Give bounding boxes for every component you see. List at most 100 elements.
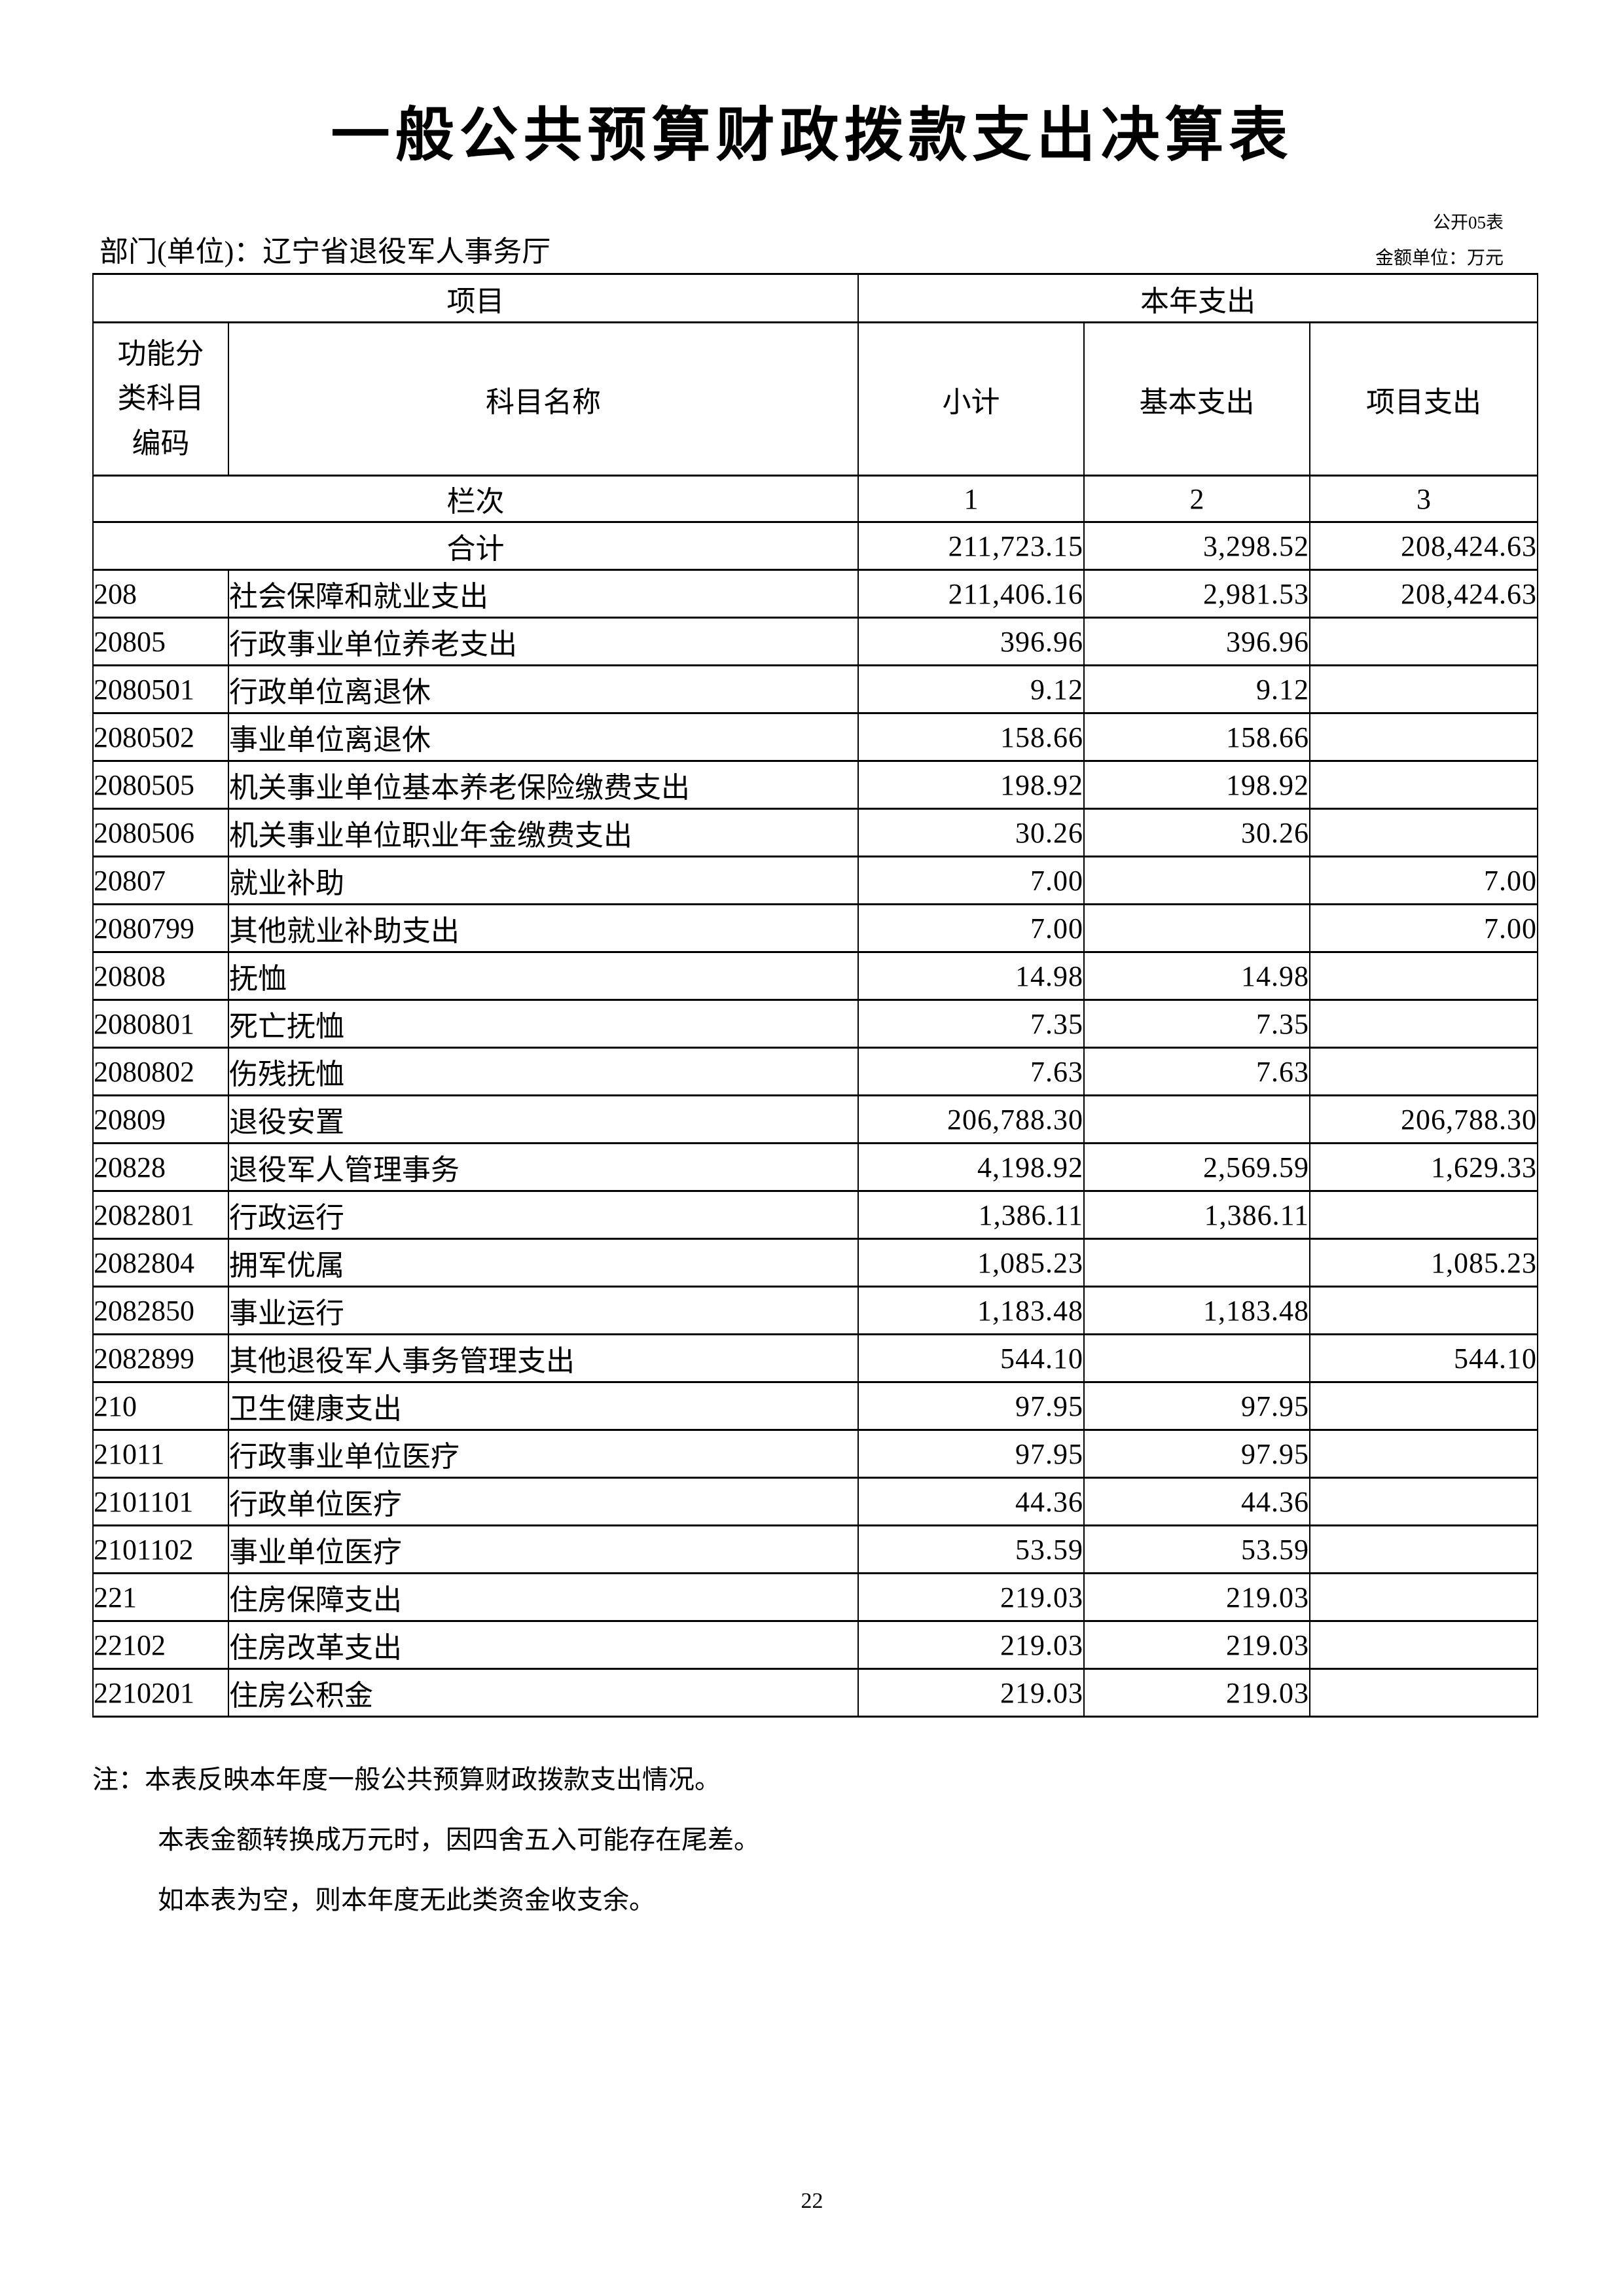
- row-code: 208: [92, 569, 229, 619]
- table-row: 2210201 住房公积金 219.03 219.03: [92, 1668, 1539, 1718]
- header-col-3: 3: [1308, 475, 1539, 523]
- row-basic: 1,386.11: [1083, 1190, 1310, 1240]
- header-column-index-label: 栏次: [92, 475, 859, 523]
- row-basic: 198.92: [1083, 760, 1310, 810]
- row-project: 1,085.23: [1308, 1238, 1539, 1288]
- row-code: 2080502: [92, 712, 229, 762]
- row-code: 2101101: [92, 1477, 229, 1526]
- row-basic: 396.96: [1083, 617, 1310, 666]
- row-subtotal: 158.66: [857, 712, 1085, 762]
- row-basic: 9.12: [1083, 664, 1310, 714]
- row-code: 2082804: [92, 1238, 229, 1288]
- table-row: 208 社会保障和就业支出 211,406.16 2,981.53 208,424.63: [92, 569, 1539, 619]
- header-index-row: 栏次 1 2 3: [92, 475, 1539, 523]
- row-project: [1308, 1047, 1539, 1096]
- row-project: 206,788.30: [1308, 1094, 1539, 1144]
- row-name: 退役安置: [228, 1094, 859, 1144]
- row-name: 机关事业单位基本养老保险缴费支出: [228, 760, 859, 810]
- row-project: 7.00: [1308, 903, 1539, 953]
- row-subtotal: 219.03: [857, 1620, 1085, 1670]
- header-subtotal: 小计: [857, 321, 1085, 477]
- row-subtotal: 9.12: [857, 664, 1085, 714]
- total-label: 合计: [92, 521, 859, 571]
- row-basic: [1083, 856, 1310, 905]
- table-row: 21011 行政事业单位医疗 97.95 97.95: [92, 1429, 1539, 1479]
- row-code: 2210201: [92, 1668, 229, 1718]
- table-row: 2082899 其他退役军人事务管理支出 544.10 544.10: [92, 1333, 1539, 1383]
- row-project: [1308, 1524, 1539, 1574]
- row-name: 退役军人管理事务: [228, 1142, 859, 1192]
- row-name: 事业单位医疗: [228, 1524, 859, 1574]
- row-name: 行政事业单位养老支出: [228, 617, 859, 666]
- row-subtotal: 219.03: [857, 1572, 1085, 1622]
- table-row: 20828 退役军人管理事务 4,198.92 2,569.59 1,629.33: [92, 1142, 1539, 1192]
- row-subtotal: 1,085.23: [857, 1238, 1085, 1288]
- table-row: 2080505 机关事业单位基本养老保险缴费支出 198.92 198.92: [92, 760, 1539, 810]
- row-subtotal: 7.35: [857, 999, 1085, 1049]
- row-project: [1308, 1572, 1539, 1622]
- row-project: [1308, 951, 1539, 1001]
- row-name: 抚恤: [228, 951, 859, 1001]
- row-project: [1308, 1429, 1539, 1479]
- row-name: 其他退役军人事务管理支出: [228, 1333, 859, 1383]
- row-project: 544.10: [1308, 1333, 1539, 1383]
- row-subtotal: 1,386.11: [857, 1190, 1085, 1240]
- row-basic: 2,981.53: [1083, 569, 1310, 619]
- table-row: 2082804 拥军优属 1,085.23 1,085.23: [92, 1238, 1539, 1288]
- table-row: 2080502 事业单位离退休 158.66 158.66: [92, 712, 1539, 762]
- page-title: 一般公共预算财政拨款支出决算表: [331, 103, 1293, 168]
- row-code: 21011: [92, 1429, 229, 1479]
- row-name: 就业补助: [228, 856, 859, 905]
- note-line-1: 注：本表反映本年度一般公共预算财政拨款支出情况。: [92, 1765, 721, 1794]
- row-subtotal: 544.10: [857, 1333, 1085, 1383]
- row-project: [1308, 760, 1539, 810]
- row-name: 行政单位医疗: [228, 1477, 859, 1526]
- row-basic: 219.03: [1083, 1668, 1310, 1718]
- row-subtotal: 7.63: [857, 1047, 1085, 1096]
- row-code: 2080801: [92, 999, 229, 1049]
- row-code: 20809: [92, 1094, 229, 1144]
- row-code: 20828: [92, 1142, 229, 1192]
- row-basic: 7.63: [1083, 1047, 1310, 1096]
- row-basic: 1,183.48: [1083, 1286, 1310, 1335]
- header-col-1: 1: [857, 475, 1085, 523]
- row-name: 死亡抚恤: [228, 999, 859, 1049]
- row-name: 行政单位离退休: [228, 664, 859, 714]
- row-basic: [1083, 1094, 1310, 1144]
- row-project: 1,629.33: [1308, 1142, 1539, 1192]
- page-number: 22: [801, 2189, 823, 2213]
- row-subtotal: 4,198.92: [857, 1142, 1085, 1192]
- total-project: 208,424.63: [1308, 521, 1539, 571]
- row-basic: 53.59: [1083, 1524, 1310, 1574]
- row-name: 事业单位离退休: [228, 712, 859, 762]
- row-name: 伤残抚恤: [228, 1047, 859, 1096]
- header-subject-name: 科目名称: [228, 321, 859, 477]
- row-basic: 97.95: [1083, 1381, 1310, 1431]
- row-code: 210: [92, 1381, 229, 1431]
- row-code: 20808: [92, 951, 229, 1001]
- row-code: 2080501: [92, 664, 229, 714]
- row-code: 221: [92, 1572, 229, 1622]
- row-subtotal: 53.59: [857, 1524, 1085, 1574]
- form-code-label: 公开05表: [1433, 213, 1504, 232]
- row-basic: [1083, 1333, 1310, 1383]
- row-basic: 44.36: [1083, 1477, 1310, 1526]
- table-row: 2082801 行政运行 1,386.11 1,386.11: [92, 1190, 1539, 1240]
- row-name: 事业运行: [228, 1286, 859, 1335]
- table-row: 2082850 事业运行 1,183.48 1,183.48: [92, 1286, 1539, 1335]
- row-code: 20807: [92, 856, 229, 905]
- row-subtotal: 7.00: [857, 856, 1085, 905]
- row-code: 2080802: [92, 1047, 229, 1096]
- row-subtotal: 14.98: [857, 951, 1085, 1001]
- row-name: 拥军优属: [228, 1238, 859, 1288]
- row-name: 住房公积金: [228, 1668, 859, 1718]
- row-code: 2082801: [92, 1190, 229, 1240]
- table-row: 20805 行政事业单位养老支出 396.96 396.96: [92, 617, 1539, 666]
- row-code: 20805: [92, 617, 229, 666]
- row-project: 7.00: [1308, 856, 1539, 905]
- total-row: 合计 211,723.15 3,298.52 208,424.63: [92, 521, 1539, 571]
- note-line-2: 本表金额转换成万元时，因四舍五入可能存在尾差。: [158, 1825, 760, 1854]
- row-name: 社会保障和就业支出: [228, 569, 859, 619]
- table-row: 2080801 死亡抚恤 7.35 7.35: [92, 999, 1539, 1049]
